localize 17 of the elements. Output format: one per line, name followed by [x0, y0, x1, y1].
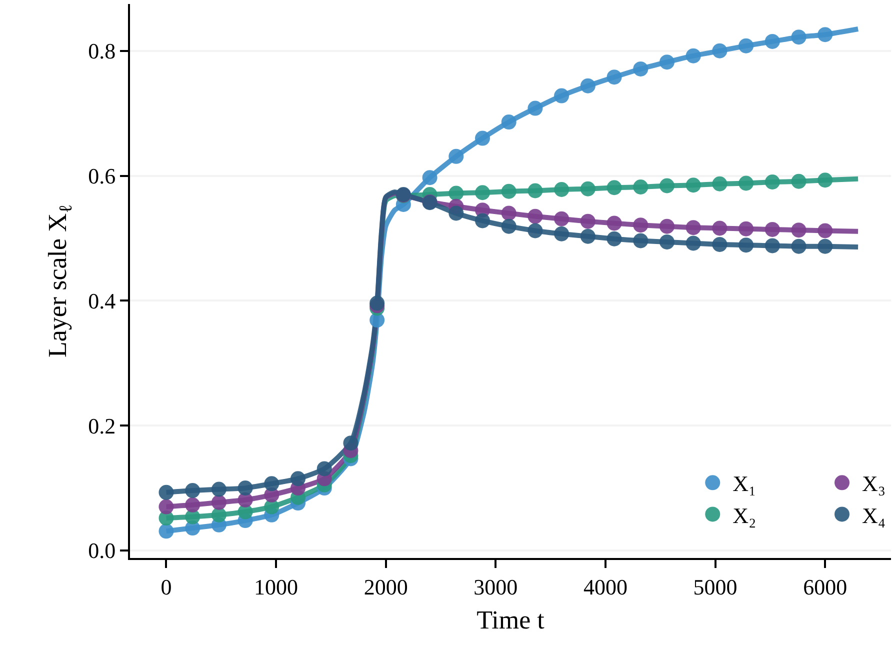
- x-tick-label: 3000: [474, 574, 518, 600]
- y-tick-label: 0.4: [88, 288, 116, 314]
- y-tick-label: 0.8: [88, 38, 116, 64]
- x-tick-label: 4000: [583, 574, 628, 600]
- legend-label: X₄: [862, 502, 886, 528]
- x-tick-label: 1000: [254, 574, 298, 600]
- y-tick-label: 0.6: [88, 163, 116, 188]
- legend-label: X₁: [732, 471, 756, 496]
- x-tick-label: 5000: [693, 574, 738, 600]
- x-axis-title: Time t: [476, 606, 546, 635]
- legend-label: X₂: [732, 502, 756, 528]
- x-tick-label: 6000: [803, 574, 848, 600]
- y-tick-label: 0.0: [88, 538, 116, 564]
- x-tick-label: 2000: [364, 574, 408, 600]
- legend-label: X₃: [862, 471, 886, 496]
- y-tick-label: 0.2: [88, 413, 116, 438]
- x-tick-label: 0: [160, 574, 172, 600]
